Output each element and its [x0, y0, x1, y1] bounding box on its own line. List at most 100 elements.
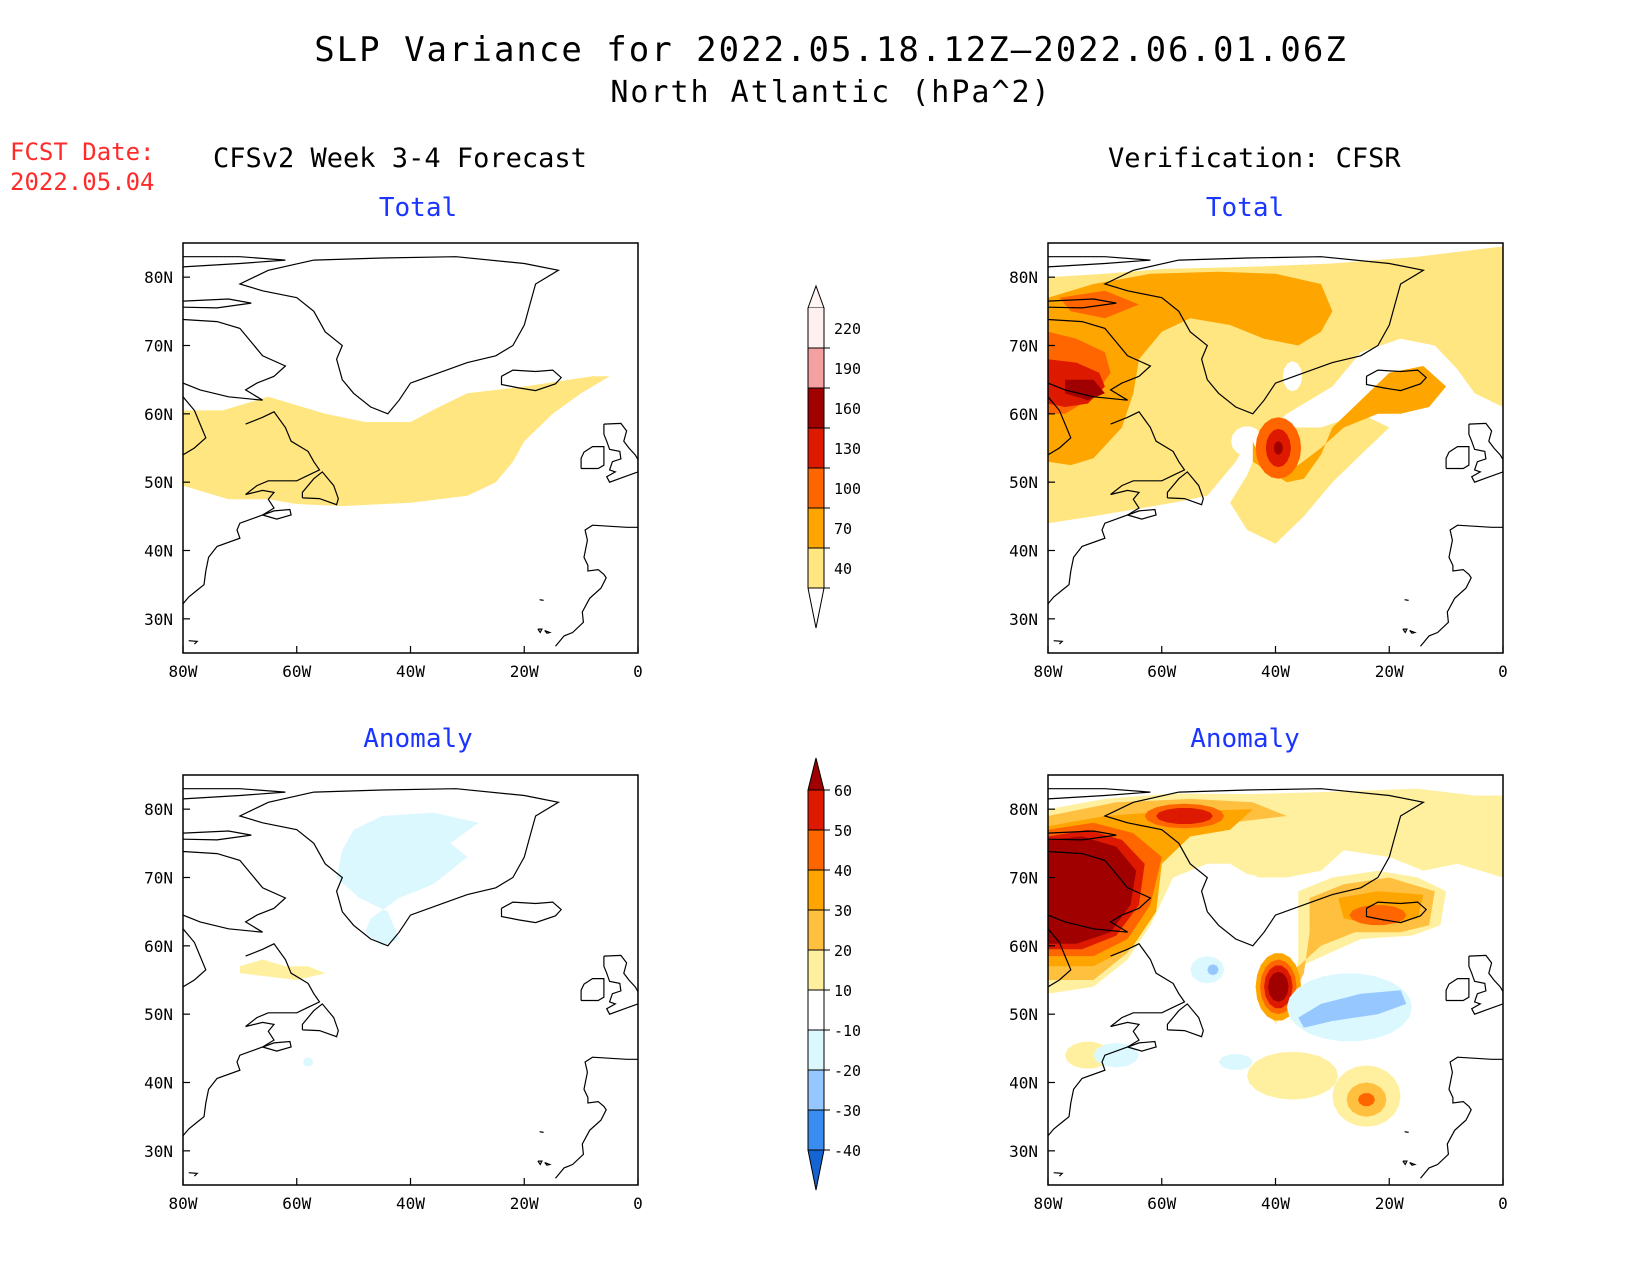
coastline	[183, 411, 321, 605]
contour-fill-fcst-anom-2	[303, 1057, 314, 1067]
coastline	[183, 298, 252, 309]
coastline	[1166, 1003, 1204, 1038]
coastline	[603, 422, 638, 483]
coastline	[1048, 318, 1152, 401]
colorbar-anomaly-segment	[808, 790, 824, 830]
colorbar-total-segment	[808, 388, 824, 428]
coastline	[1048, 298, 1117, 309]
coastline	[183, 788, 286, 800]
contour-fill-verif-total-3	[1048, 271, 1333, 466]
lat-tick-label: 50N	[144, 473, 173, 492]
contour-fill-verif-anom-1	[1227, 874, 1267, 909]
lon-tick-label: 0	[633, 1194, 643, 1213]
coastline	[1166, 471, 1204, 506]
coastline	[500, 369, 563, 392]
lon-tick-label: 60W	[1147, 662, 1176, 681]
colorbar-anomaly-label: -10	[834, 1022, 861, 1040]
colorbar-total-label: 190	[834, 360, 861, 378]
coastline	[1053, 1172, 1064, 1177]
coastline	[539, 1131, 544, 1133]
coastline	[183, 396, 207, 456]
coastline	[238, 256, 561, 415]
lon-tick-label: 20W	[1375, 1194, 1404, 1213]
lat-tick-label: 40N	[1009, 1074, 1038, 1093]
coastline	[555, 1056, 638, 1179]
coastline	[238, 788, 561, 947]
coastline	[1420, 524, 1503, 647]
lat-tick-label: 80N	[144, 800, 173, 819]
contour-fill-verif-anom-27	[1207, 964, 1219, 976]
lat-tick-label: 70N	[144, 869, 173, 888]
coastline	[1048, 396, 1072, 456]
right-column-header: Verification: CFSR	[1108, 143, 1401, 174]
coastline	[580, 978, 605, 1002]
lat-tick-label: 40N	[144, 1074, 173, 1093]
colorbar-anomaly-label: 10	[834, 982, 852, 1000]
colorbar-anomaly-edge	[807, 790, 825, 1150]
coastline	[183, 830, 252, 841]
contour-fill-verif-anom-21	[1268, 971, 1289, 1002]
contour-fill-verif-total-2	[1282, 361, 1303, 392]
colorbar-total-segment	[808, 308, 824, 348]
colorbar-anomaly-label: -30	[834, 1102, 861, 1120]
lon-tick-label: 20W	[510, 662, 539, 681]
lat-tick-label: 50N	[1009, 1005, 1038, 1024]
colorbar-anomaly-label: 50	[834, 822, 852, 840]
colorbar-anomaly-label: -20	[834, 1062, 861, 1080]
lat-tick-label: 40N	[1009, 542, 1038, 561]
panel-title-verif-total: Total	[1205, 193, 1285, 223]
map-panel-verif-total: 80N 70N 60N 50N 40N 30N 80W 60W 40W 20W 0	[1009, 242, 1508, 681]
lat-tick-label: 60N	[1009, 937, 1038, 956]
lon-tick-label: 40W	[396, 662, 425, 681]
colorbar-anomaly-segment	[808, 830, 824, 870]
coastline	[1053, 640, 1064, 645]
lat-tick-label: 50N	[1009, 473, 1038, 492]
map-panel-fcst-anom: 80N 70N 60N 50N 40N 30N 80W 60W 40W 20W 0	[144, 774, 643, 1213]
colorbar-anomaly-segment	[808, 1030, 824, 1070]
colorbar-total-label: 220	[834, 320, 861, 338]
colorbar-anomaly-label: -40	[834, 1142, 861, 1160]
coastline	[555, 524, 638, 647]
coastline	[183, 943, 321, 1137]
lat-tick-label: 70N	[1009, 869, 1038, 888]
colorbar-total-top-arrow	[807, 284, 825, 309]
coastline	[183, 256, 286, 268]
lon-tick-label: 20W	[1375, 662, 1404, 681]
colorbar-total-label: 40	[834, 560, 852, 578]
colorbar-anomaly-segment	[808, 1110, 824, 1150]
fcst-date: 2022.05.04	[10, 168, 155, 196]
coastline	[544, 1161, 552, 1166]
lat-tick-label: 50N	[144, 1005, 173, 1024]
map-panel-fcst-total: 80N 70N 60N 50N 40N 30N 80W 60W 40W 20W 0	[144, 242, 643, 681]
coastline	[183, 928, 207, 988]
lat-tick-label: 70N	[144, 337, 173, 356]
colorbar-total: 220 190 160 130 100 70 40	[807, 284, 861, 629]
contour-fill-verif-total-10	[1065, 379, 1105, 401]
coastline	[1409, 1161, 1417, 1166]
lat-tick-label: 60N	[144, 937, 173, 956]
main-subtitle: North Atlantic (hPa^2)	[610, 75, 1052, 110]
colorbar-anomaly-segment	[808, 990, 824, 1030]
coastline	[183, 318, 287, 401]
coastline	[1048, 928, 1072, 988]
coastline	[1468, 422, 1503, 483]
colorbar-total-label: 70	[834, 520, 852, 538]
colorbar-anomaly-segment	[808, 870, 824, 910]
colorbar-anomaly-label: 60	[834, 782, 852, 800]
contour-fill-fcst-anom-0	[336, 812, 479, 946]
contour-fill-verif-anom-18	[1156, 808, 1213, 824]
coastline	[1402, 1160, 1408, 1166]
coastline	[183, 850, 287, 933]
coastline	[262, 508, 292, 520]
lon-tick-label: 80W	[169, 662, 198, 681]
contour-fill-fcst-anom-1	[239, 959, 326, 980]
colorbar-total-segment	[808, 348, 824, 388]
contour-fill-verif-anom-16	[1358, 1093, 1375, 1107]
coastline	[1404, 1131, 1409, 1133]
colorbar-total-segment	[808, 468, 824, 508]
colorbar-total-label: 130	[834, 440, 861, 458]
colorbar-total-segment	[808, 508, 824, 548]
coastline	[1468, 954, 1503, 1015]
panel-title-verif-anom: Anomaly	[1190, 724, 1300, 754]
colorbar-anomaly-bottom-arrow	[807, 1149, 825, 1191]
